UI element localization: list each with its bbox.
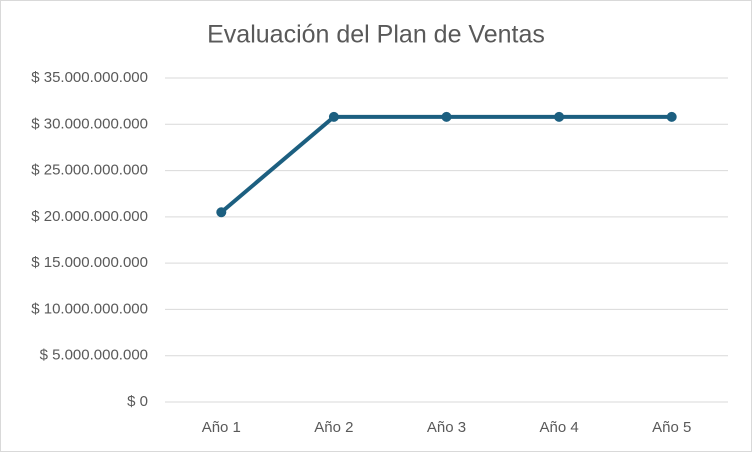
y-tick-label: $ 0 bbox=[127, 393, 148, 410]
y-tick-label: $ 25.000.000.000 bbox=[31, 162, 148, 179]
data-point bbox=[328, 111, 339, 122]
chart-title: Evaluación del Plan de Ventas bbox=[207, 21, 545, 49]
y-tick-label: $ 10.000.000.000 bbox=[31, 300, 148, 317]
x-tick-label: Año 1 bbox=[202, 419, 241, 436]
x-tick-label: Año 5 bbox=[652, 419, 691, 436]
y-tick-label: $ 30.000.000.000 bbox=[31, 115, 148, 132]
x-tick-label: Año 4 bbox=[539, 419, 578, 436]
y-tick-label: $ 20.000.000.000 bbox=[31, 208, 148, 225]
data-point bbox=[441, 111, 452, 122]
y-tick-label: $ 15.000.000.000 bbox=[31, 254, 148, 271]
data-point bbox=[666, 111, 677, 122]
data-point bbox=[554, 111, 565, 122]
y-tick-label: $ 5.000.000.000 bbox=[40, 347, 148, 364]
data-point bbox=[216, 207, 227, 218]
x-tick-label: Año 2 bbox=[314, 419, 353, 436]
y-tick-label: $ 35.000.000.000 bbox=[31, 69, 148, 86]
x-tick-label: Año 3 bbox=[427, 419, 466, 436]
